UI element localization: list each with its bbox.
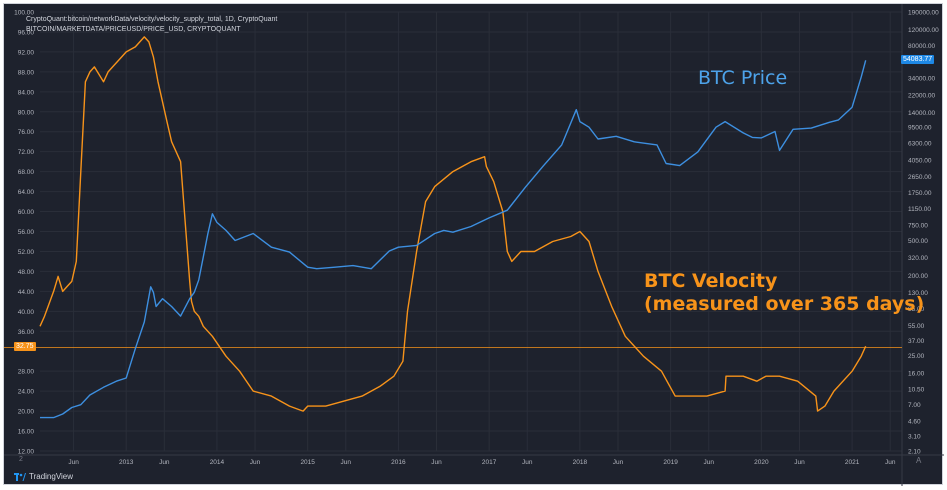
series-header-price: BITCOIN/MARKETDATA/PRICEUSD/PRICE_USD, C… xyxy=(26,26,241,33)
right-tick-label: 16.00 xyxy=(908,370,925,377)
right-tick-label: 1750.00 xyxy=(908,190,932,197)
chart-canvas: 100.00 96.00 92.00 88.00 84.00 80.00 76.00 72.0… xyxy=(4,4,944,486)
right-tick-label: 55.00 xyxy=(908,323,925,330)
left-tick-label: 96.00 xyxy=(18,29,35,36)
x-tick-label: Jun xyxy=(159,459,170,466)
left-tick-label: 24.00 xyxy=(18,389,35,396)
x-tick-label: 2017 xyxy=(482,459,497,466)
axis-corner-marker: 2 xyxy=(19,456,23,463)
right-tick-label: 85.00 xyxy=(908,306,925,313)
price-last-value-tag: 54083.77 xyxy=(901,55,935,65)
price-series-line xyxy=(40,60,867,419)
left-tick-label: 64.00 xyxy=(18,189,35,196)
x-tick-label: Jun xyxy=(794,459,805,466)
x-tick-label: Jun xyxy=(703,459,714,466)
x-tick-label: 2019 xyxy=(663,459,678,466)
x-tick-label: Jun xyxy=(250,459,261,466)
left-tick-label: 56.00 xyxy=(18,229,35,236)
x-tick-label: 2021 xyxy=(845,459,860,466)
velocity-series-line xyxy=(39,36,867,412)
x-tick-label: Jun xyxy=(431,459,442,466)
auto-scale-button[interactable]: A xyxy=(916,456,922,465)
series-header-velocity: CryptoQuant:bitcoin/networkData/velocity… xyxy=(26,16,278,23)
chart-frame: 100.00 96.00 92.00 88.00 84.00 80.00 76.00 72.0… xyxy=(3,3,944,486)
velocity-last-value-tag: 32.75 xyxy=(14,342,36,352)
x-tick-label: 2018 xyxy=(573,459,588,466)
x-tick-label: 2015 xyxy=(300,459,315,466)
x-tick-label: Jun xyxy=(522,459,533,466)
x-tick-label: 2016 xyxy=(391,459,406,466)
left-tick-label: 44.00 xyxy=(18,289,35,296)
x-tick-label: Jun xyxy=(885,459,896,466)
x-tick-label: 2020 xyxy=(754,459,769,466)
x-tick-label: 2013 xyxy=(119,459,134,466)
left-tick-label: 80.00 xyxy=(18,109,35,116)
right-tick-label: 22000.00 xyxy=(908,92,935,99)
left-tick-label: 76.00 xyxy=(18,129,35,136)
right-tick-label: 130.00 xyxy=(908,290,928,297)
price-annotation: BTC Price xyxy=(698,67,788,89)
tradingview-brand: TradingView xyxy=(29,472,74,481)
left-tick-label: 72.00 xyxy=(18,149,35,156)
left-tick-label: 20.00 xyxy=(18,409,35,416)
right-tick-label: 37.00 xyxy=(908,338,925,345)
right-tick-label: 750.00 xyxy=(908,222,928,229)
left-tick-label: 88.00 xyxy=(18,69,35,76)
left-tick-label: 12.00 xyxy=(18,449,35,456)
left-tick-label: 100.00 xyxy=(14,10,34,17)
left-tick-label: 16.00 xyxy=(18,429,35,436)
right-tick-label: 4.60 xyxy=(908,418,921,425)
left-tick-label: 48.00 xyxy=(18,269,35,276)
left-tick-label: 36.00 xyxy=(18,329,35,336)
right-tick-label: 1150.00 xyxy=(908,206,931,213)
right-tick-label: 7.00 xyxy=(908,402,921,409)
x-tick-label: Jun xyxy=(613,459,624,466)
right-tick-label: 190000.00 xyxy=(908,10,939,17)
left-tick-label: 52.00 xyxy=(18,249,35,256)
tradingview-icon xyxy=(14,472,26,481)
left-tick-label: 84.00 xyxy=(18,89,35,96)
velocity-annotation-subtitle: (measured over 365 days) xyxy=(644,293,925,315)
right-tick-label: 6300.00 xyxy=(908,141,932,148)
left-tick-label: 68.00 xyxy=(18,169,35,176)
right-tick-label: 80000.00 xyxy=(908,43,935,50)
right-tick-label: 25.00 xyxy=(908,353,925,360)
right-tick-label: 120000.00 xyxy=(908,27,939,34)
right-tick-label: 4050.00 xyxy=(908,158,932,165)
right-tick-label: 320.00 xyxy=(908,255,928,262)
x-tick-label: 2014 xyxy=(210,459,225,466)
left-tick-label: 40.00 xyxy=(18,309,35,316)
right-tick-label: 2.10 xyxy=(908,449,921,456)
right-tick-label: 500.00 xyxy=(908,238,928,245)
x-tick-label: Jun xyxy=(68,459,79,466)
velocity-annotation-title: BTC Velocity xyxy=(644,270,778,292)
tradingview-logo[interactable]: TradingView xyxy=(14,472,73,481)
right-tick-label: 9500.00 xyxy=(908,125,932,132)
right-tick-label: 200.00 xyxy=(908,273,928,280)
left-tick-label: 60.00 xyxy=(18,209,35,216)
left-tick-label: 92.00 xyxy=(18,49,35,56)
right-tick-label: 2650.00 xyxy=(908,174,932,181)
right-tick-label: 3.10 xyxy=(908,434,921,441)
right-tick-label: 34000.00 xyxy=(908,76,935,83)
right-tick-label: 10.50 xyxy=(908,387,925,394)
right-tick-label: 14000.00 xyxy=(908,110,935,117)
x-tick-label: Jun xyxy=(341,459,352,466)
left-tick-label: 28.00 xyxy=(18,369,35,376)
